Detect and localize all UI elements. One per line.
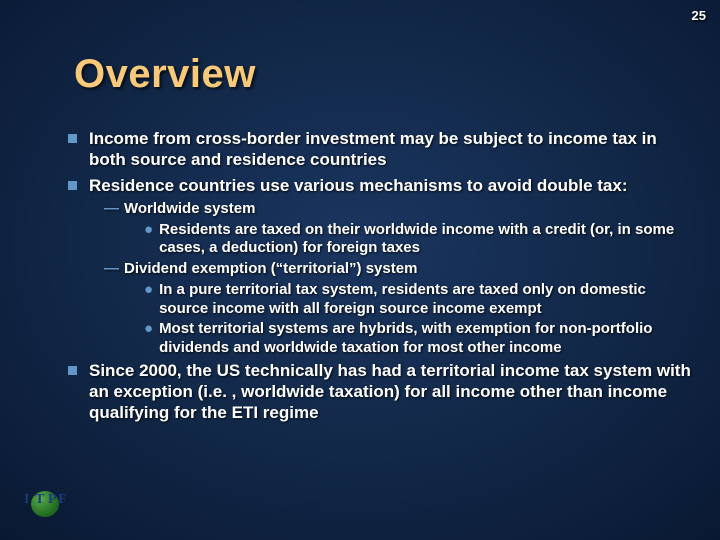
sub-sub-bullet-text: Residents are taxed on their worldwide i…	[159, 221, 692, 259]
logo-letter: T	[35, 492, 44, 508]
bullet-1: Income from cross-border investment may …	[68, 128, 692, 171]
logo-letter: I	[24, 492, 29, 508]
sub-sub-bullet: ● In a pure territorial tax system, resi…	[144, 281, 692, 319]
sub-sub-bullet: ● Most territorial systems are hybrids, …	[144, 320, 692, 358]
logo-letter: F	[58, 492, 67, 508]
dot-icon: ●	[144, 281, 153, 319]
sub-bullet-2: — Dividend exemption (“territorial”) sys…	[104, 260, 692, 279]
slide-title: Overview	[74, 52, 256, 97]
sub-bullet-text: Dividend exemption (“territorial”) syste…	[124, 260, 417, 279]
square-bullet-icon	[68, 134, 77, 143]
sub-sub-list: ● In a pure territorial tax system, resi…	[144, 281, 692, 358]
square-bullet-icon	[68, 366, 77, 375]
sub-list: — Worldwide system ● Residents are taxed…	[104, 200, 692, 358]
bullet-text: Since 2000, the US technically has had a…	[89, 360, 692, 424]
sub-sub-list: ● Residents are taxed on their worldwide…	[144, 221, 692, 259]
itpf-logo: I T P F	[24, 488, 66, 520]
bullet-2: Residence countries use various mechanis…	[68, 175, 692, 196]
sub-bullet-1: — Worldwide system	[104, 200, 692, 219]
bullet-3: Since 2000, the US technically has had a…	[68, 360, 692, 424]
dot-icon: ●	[144, 221, 153, 259]
dot-icon: ●	[144, 320, 153, 358]
bullet-text: Income from cross-border investment may …	[89, 128, 692, 171]
sub-sub-bullet-text: In a pure territorial tax system, reside…	[159, 281, 692, 319]
page-number: 25	[692, 8, 706, 23]
sub-bullet-text: Worldwide system	[124, 200, 255, 219]
logo-letter: P	[48, 492, 57, 508]
content-area: Income from cross-border investment may …	[68, 128, 692, 428]
square-bullet-icon	[68, 181, 77, 190]
sub-sub-bullet: ● Residents are taxed on their worldwide…	[144, 221, 692, 259]
dash-icon: —	[104, 260, 118, 279]
bullet-text: Residence countries use various mechanis…	[89, 175, 628, 196]
sub-sub-bullet-text: Most territorial systems are hybrids, wi…	[159, 320, 692, 358]
dash-icon: —	[104, 200, 118, 219]
